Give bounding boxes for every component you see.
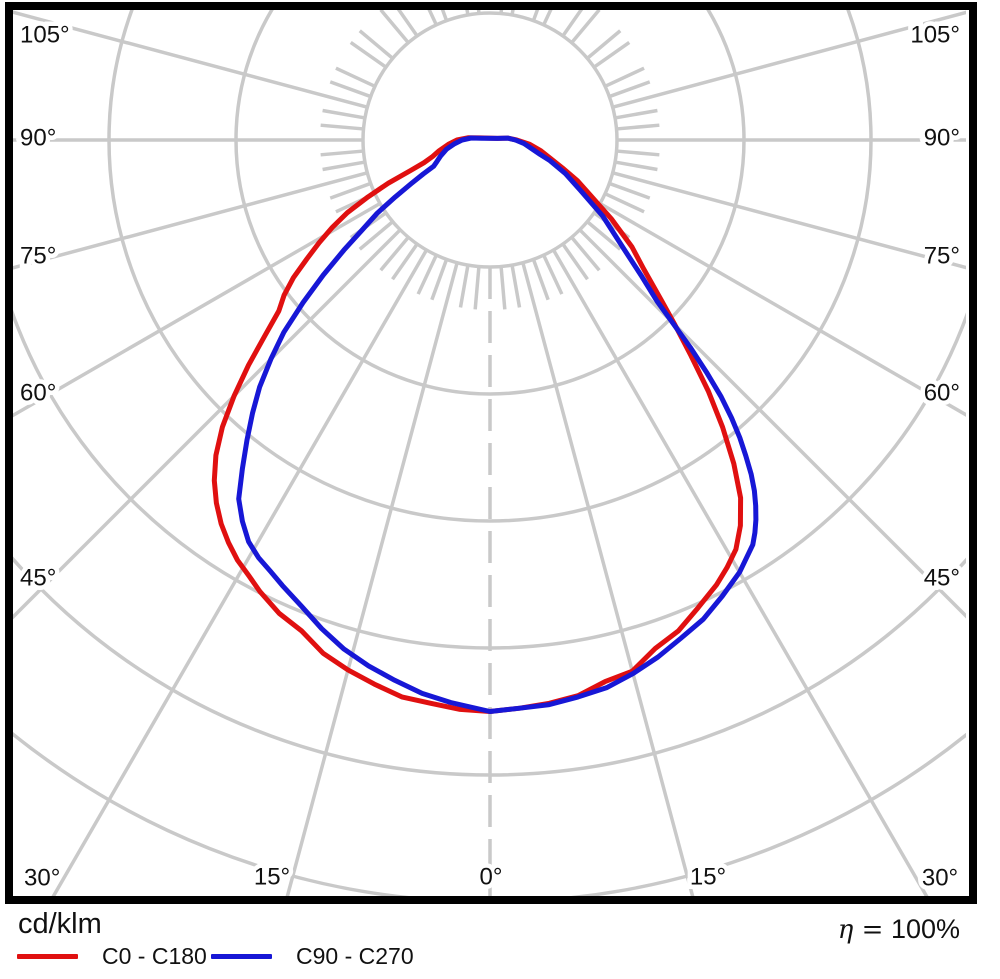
angle-label: 90° <box>20 125 56 152</box>
angle-label: 45° <box>20 565 56 592</box>
angle-label: 0° <box>480 864 503 891</box>
angle-labels: 105° 90° 75° 60° 45° 30° 15° 0° 15° 30° 45° 60° 75° 9… <box>16 17 965 896</box>
angle-label: 30° <box>922 865 958 892</box>
legend-swatch-blue <box>211 953 272 959</box>
grid-ticks <box>320 10 660 310</box>
legend-label-c90-c270: C90 - C270 <box>296 942 414 969</box>
efficiency-symbol: η = <box>837 915 884 945</box>
legend-item-c90-c270: C90 - C270 <box>211 941 414 971</box>
angle-label: 75° <box>20 243 56 270</box>
angle-label: 105° <box>910 22 960 49</box>
angle-label: 75° <box>924 243 960 270</box>
angle-label: 30° <box>24 865 60 892</box>
efficiency-value: 100% <box>890 914 960 944</box>
legend-label-c0-c180: C0 - C180 <box>102 942 207 969</box>
legend-item-c0-c180: C0 - C180 <box>17 941 207 971</box>
angle-label: 15° <box>690 864 726 891</box>
efficiency-label: η = 100% <box>838 914 960 945</box>
angle-label: 15° <box>254 864 290 891</box>
curve-c0-c180 <box>211 135 744 714</box>
legend-swatch-red <box>17 953 78 959</box>
angle-label: 105° <box>20 22 70 49</box>
curve-c90-c270 <box>236 135 759 714</box>
angle-label: 90° <box>924 125 960 152</box>
plot-frame <box>5 2 977 904</box>
angle-label: 60° <box>924 380 960 407</box>
angle-label: 45° <box>924 565 960 592</box>
units-label: cd/klm <box>18 908 102 940</box>
angle-label: 60° <box>20 380 56 407</box>
